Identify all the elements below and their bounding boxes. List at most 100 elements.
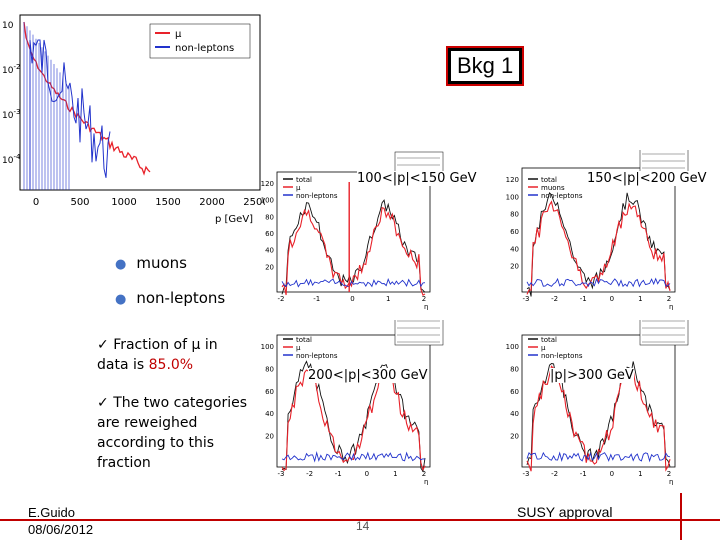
y-tick-label: 40	[265, 410, 274, 418]
author: E.Guido	[28, 505, 75, 520]
y-tick-label: 40	[510, 245, 519, 253]
x-tick-label: -3	[523, 295, 530, 303]
x-tick-label: 2	[667, 470, 671, 478]
plot-frame	[521, 167, 676, 293]
svg-text:non-leptons: non-leptons	[296, 352, 338, 360]
y-tick-label: 20	[510, 433, 519, 441]
x-tick-label: 2000	[199, 197, 224, 208]
checkmark-icon: ✓	[97, 337, 109, 353]
x-tick-label: 0	[365, 470, 369, 478]
svg-text:non-leptons: non-leptons	[541, 192, 583, 200]
y-tick-label: 120	[506, 176, 519, 184]
y-tick-label: 60	[510, 228, 519, 236]
svg-text:μ: μ	[296, 344, 301, 352]
y-tick-label: 80	[510, 365, 519, 373]
x-tick-label: 0	[610, 295, 614, 303]
bullet-dot-icon: ●	[115, 292, 127, 307]
y-tick-label: 100	[506, 193, 519, 201]
legend-non-leptons: non-leptons	[175, 43, 234, 54]
note-fraction: ✓ Fraction of μ in data is 85.0%	[97, 337, 218, 373]
eta-axis-title: η	[669, 478, 673, 485]
eta-axis-title: η	[669, 303, 673, 310]
event-name: SUSY approval	[517, 504, 613, 520]
note-reweigh: ✓ The two categories are reweighed accor…	[97, 395, 248, 471]
y-tick-label: 80	[510, 211, 519, 219]
footer-author-date: E.Guido 08/06/2012	[28, 504, 93, 538]
non-lepton-series	[281, 451, 426, 463]
y-tick-label: 40	[265, 247, 274, 255]
x-tick-label: -2	[278, 295, 285, 303]
fraction-value: 85.0%	[148, 357, 194, 373]
label-300: |p|>300 GeV	[550, 368, 634, 383]
x-tick-label: 1000	[111, 197, 136, 208]
muon-series	[281, 206, 426, 297]
y-tick-label: 10-4	[2, 153, 21, 166]
x-tick-label: 1	[386, 295, 390, 303]
x-tick-label: -2	[551, 295, 558, 303]
muon-series	[281, 368, 426, 472]
svg-text:total: total	[296, 336, 312, 344]
eta-axis-title: η	[424, 303, 428, 310]
non-lepton-series	[526, 451, 671, 463]
x-tick-label: 1	[393, 470, 397, 478]
checkmark-icon: ✓	[97, 395, 109, 411]
y-tick-label: 40	[510, 410, 519, 418]
label-200-300: 200<|p|<300 GeV	[308, 368, 428, 383]
y-tick-label: 60	[265, 388, 274, 396]
y-tick-label: 80	[265, 213, 274, 221]
non-lepton-series	[526, 277, 671, 288]
x-tick-label: -1	[313, 295, 320, 303]
bullet-non-leptons: ● non-leptons	[115, 289, 226, 307]
legend-mu: μ	[175, 29, 182, 40]
x-tick-label: 2	[667, 295, 671, 303]
y-tick-label: 20	[510, 263, 519, 271]
x-tick-label: -3	[278, 470, 285, 478]
y-tick-label: 100	[261, 343, 274, 351]
page-number: 14	[356, 519, 370, 533]
y-tick-label: 100	[506, 343, 519, 351]
x-tick-label: 0	[350, 295, 354, 303]
svg-text:total: total	[541, 336, 557, 344]
x-tick-label: -1	[580, 470, 587, 478]
x-tick-label: 1500	[155, 197, 180, 208]
y-tick-label: 20	[265, 433, 274, 441]
momentum-plot: μ non-leptons 10 10-2 10-3 10-4 0 500 1000 150…	[2, 14, 265, 225]
y-tick-label: 100	[261, 197, 274, 205]
y-tick-label: 10	[2, 21, 14, 31]
total-series	[526, 361, 671, 467]
svg-text:non-leptons: non-leptons	[296, 192, 338, 200]
x-tick-label: -1	[580, 295, 587, 303]
bullet-muons: ● muons	[115, 254, 187, 272]
y-tick-label: 10-3	[2, 108, 20, 121]
y-tick-label: 60	[510, 388, 519, 396]
x-tick-label: 0	[33, 197, 39, 208]
x-tick-label: 2	[422, 295, 426, 303]
x-tick-label: 0	[610, 470, 614, 478]
eta-axis-title: η	[424, 478, 428, 485]
x-tick-label: -3	[523, 470, 530, 478]
x-tick-label: 2	[422, 470, 426, 478]
x-tick-label: 500	[70, 197, 89, 208]
x-axis-title: p [GeV]	[215, 214, 253, 225]
x-tick-label: -2	[306, 470, 313, 478]
x-tick-label: -1	[335, 470, 342, 478]
y-tick-label: 10-2	[2, 63, 20, 76]
x-tick-label: -2	[551, 470, 558, 478]
svg-text:μ: μ	[541, 344, 546, 352]
plot-frame	[521, 334, 676, 468]
stats-box	[639, 320, 689, 346]
bullet-dot-icon: ●	[115, 257, 127, 272]
svg-text:total: total	[296, 176, 312, 184]
y-tick-label: 20	[265, 263, 274, 271]
x-tick-label: 2500	[243, 197, 265, 208]
plot-frame	[276, 171, 431, 293]
x-tick-label: 1	[638, 295, 642, 303]
date: 08/06/2012	[28, 522, 94, 537]
total-series	[281, 360, 426, 473]
y-tick-label: 120	[261, 180, 274, 188]
